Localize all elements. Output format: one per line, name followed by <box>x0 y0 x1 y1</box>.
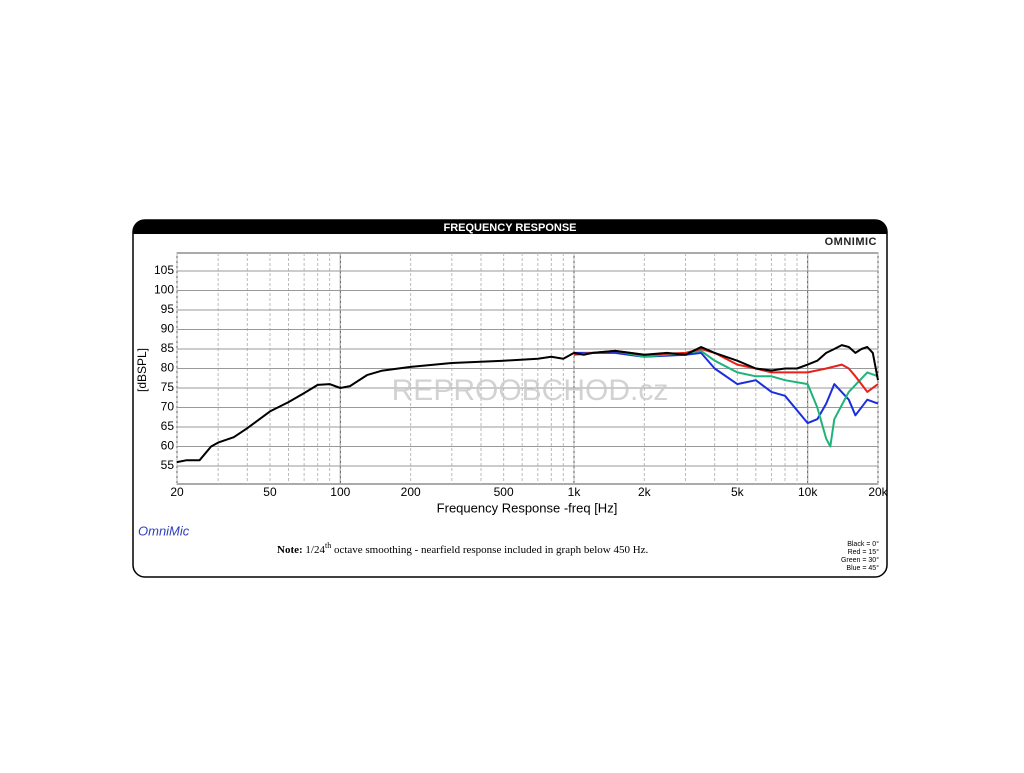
note-sup: th <box>325 541 331 550</box>
header-bar <box>133 220 887 234</box>
legend-entry: Blue = 45° <box>846 564 879 572</box>
x-tick-label: 20 <box>170 485 184 499</box>
legend-entry: Green = 30° <box>841 556 879 564</box>
series-line <box>176 344 879 464</box>
logo: OMNIMIC <box>825 236 877 248</box>
x-axis-label: Frequency Response -freq [Hz] <box>437 500 618 515</box>
x-tick-label: 1k <box>568 485 582 499</box>
brand: OmniMic <box>138 523 190 538</box>
y-tick-label: 65 <box>161 419 175 433</box>
legend-entry: Red = 15° <box>848 548 880 556</box>
y-tick-label: 70 <box>161 400 175 414</box>
note-text: 1/24 <box>305 544 325 556</box>
note-prefix: Note: <box>277 544 303 556</box>
x-tick-label: 20k <box>868 485 888 499</box>
x-tick-label: 2k <box>638 485 652 499</box>
watermark: REPROOBCHOD.cz <box>392 374 669 407</box>
x-tick-label: 10k <box>798 485 818 499</box>
note-rest: octave smoothing - nearfield response in… <box>331 544 648 556</box>
y-axis-label: [dBSPL] <box>135 348 149 392</box>
y-tick-label: 85 <box>161 341 175 355</box>
x-tick-label: 200 <box>401 485 421 499</box>
y-tick-label: 60 <box>161 439 175 453</box>
y-tick-label: 80 <box>161 361 175 375</box>
y-tick-label: 100 <box>154 283 174 297</box>
y-tick-label: 75 <box>161 380 175 394</box>
y-tick-label: 95 <box>161 302 175 316</box>
x-tick-label: 5k <box>731 485 745 499</box>
x-tick-label: 500 <box>494 485 514 499</box>
legend-entry: Black = 0° <box>847 540 879 548</box>
chart-title: FREQUENCY RESPONSE <box>443 222 576 234</box>
y-tick-label: 90 <box>161 322 175 336</box>
x-tick-label: 100 <box>330 485 350 499</box>
note: Note: 1/24th octave smoothing - nearfiel… <box>277 541 649 556</box>
y-tick-label: 105 <box>154 263 174 277</box>
x-tick-label: 50 <box>263 485 277 499</box>
y-tick-label: 55 <box>161 458 175 472</box>
